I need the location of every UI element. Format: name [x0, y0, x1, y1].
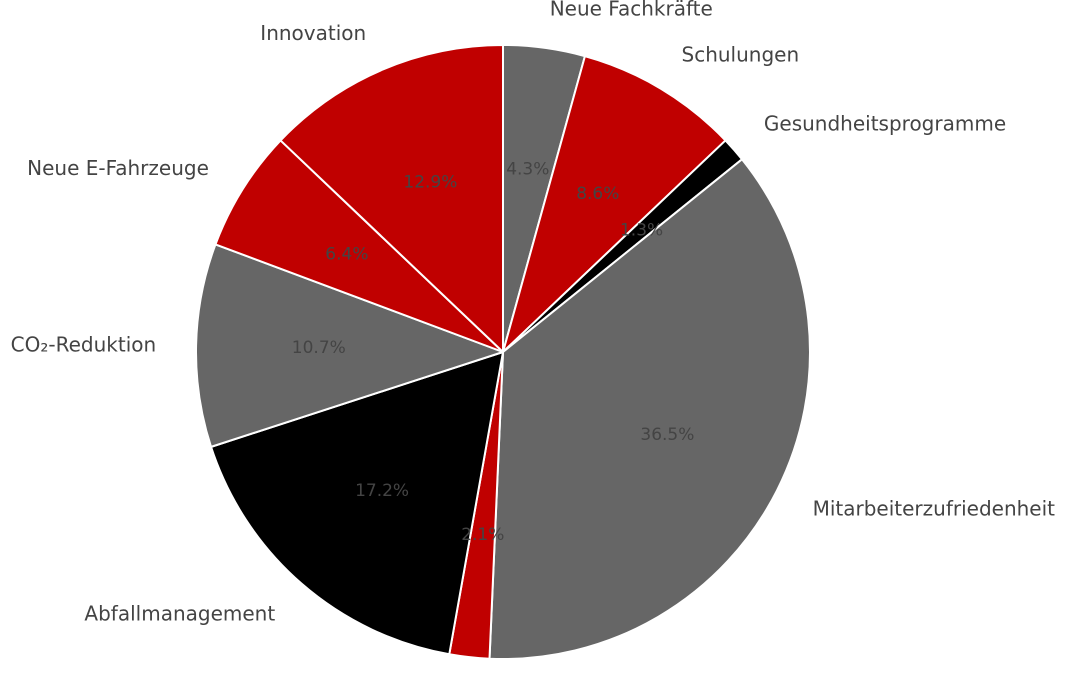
pie-slice-8: [279, 44, 504, 353]
pct-label-2: 1.3%: [620, 221, 663, 241]
slice-label-7: Neue E-Fahrzeuge: [27, 156, 209, 180]
percentage-labels: 4.3% 8.6%1.3% 36.5% 2.1% 17.2% 10.7% 6.4% 12.9%: [292, 160, 695, 546]
slice-label-5: Abfallmanagement: [84, 602, 275, 626]
pie-slice-7: [214, 139, 504, 353]
pie-slice-6: [195, 243, 504, 448]
slice-label-0: Neue Fachkräfte: [550, 0, 713, 20]
slice-label-8: Innovation: [260, 21, 366, 45]
pie-slice-1: [502, 55, 727, 353]
slice-label-2: Gesundheitsprogramme: [764, 111, 1006, 135]
category-labels: Neue Fachkräfte Schulungen Gesundheitsprog…: [11, 0, 1055, 626]
slice-label-6: CO₂-Reduktion: [11, 332, 157, 356]
pct-label-4: 2.1%: [461, 525, 504, 545]
pct-label-6: 10.7%: [292, 338, 346, 358]
pie-slice-3: [488, 158, 811, 660]
pie-slices: [195, 44, 811, 660]
pct-label-1: 8.6%: [576, 184, 619, 204]
pct-label-3: 36.5%: [640, 425, 694, 445]
pct-label-8: 12.9%: [403, 173, 457, 193]
pct-label-0: 4.3%: [506, 160, 549, 180]
pct-label-5: 17.2%: [355, 481, 409, 501]
slice-label-1: Schulungen: [682, 43, 800, 67]
slice-label-3: Mitarbeiterzufriedenheit: [813, 497, 1056, 521]
pie-slice-5: [210, 351, 504, 656]
pct-label-7: 6.4%: [325, 244, 368, 264]
